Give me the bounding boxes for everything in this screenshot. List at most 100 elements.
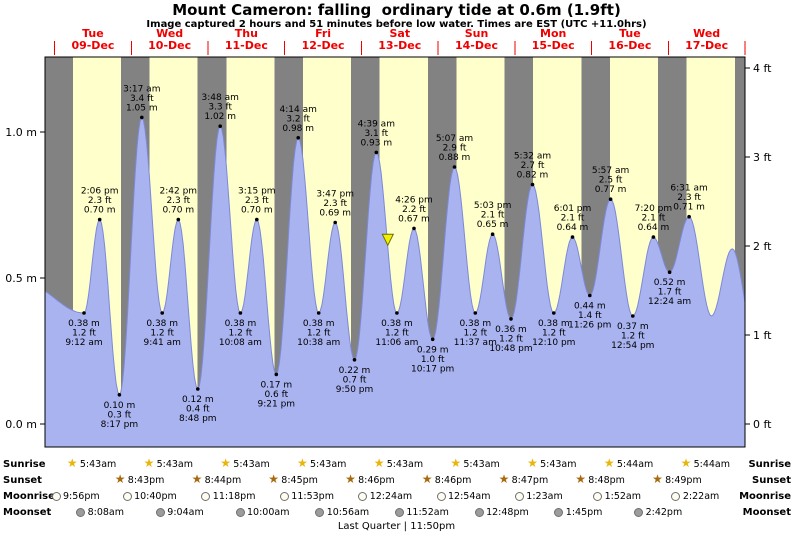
sunrise-label-right: Sunrise [748,459,791,470]
day-label-weekday: Fri [315,27,331,40]
tide-extreme-label: 10:08 am [219,338,262,348]
moonset-circle-icon [394,508,404,517]
left-axis-label: 0.5 m [5,272,37,285]
moonrise-circle-icon [671,492,681,501]
low-tide-dot [117,393,122,397]
moonrise-circle-icon [122,492,132,501]
right-axis-label: 2 ft [753,240,772,253]
high-tide-dot [687,214,691,219]
sunset-label-left: Sunset [3,475,42,486]
sunrise-star-icon: ★ [603,456,615,470]
moonset-label-right: Moonset [742,507,791,518]
moonrise-time: 11:18pm [212,491,256,502]
tide-extreme-label: 3.4 ft [130,94,154,104]
moonset-time: 9:04am [167,507,204,518]
tide-extreme-label: 1.2 ft [72,329,96,339]
tide-extreme-label: 0.70 m [241,206,273,216]
tide-extreme-label: 0.44 m [574,302,606,312]
tide-extreme-label: 0.12 m [182,395,214,405]
tide-extreme-label: 5:03 pm [474,201,512,211]
high-tide-dot [254,217,259,222]
sunrise-row: Sunrise Sunrise ★ 5:43am ★ 5:43am ★ 5:43am ★ 5:43… [0,456,793,472]
plot-border [44,56,746,448]
sunrise-time: 5:43am [463,459,500,470]
sunrise-label-left: Sunrise [3,459,46,470]
moonrise-circle-icon [593,492,603,501]
tide-extreme-label: 0.64 m [638,223,670,233]
tide-extreme-label: 12:10 pm [532,338,575,348]
day-label-date: 13-Dec [378,39,421,52]
tide-extreme-label: 0.64 m [557,223,589,233]
tide-extreme-label: 9:41 am [144,338,181,348]
day-label-date: 10-Dec [148,39,191,52]
day-label-weekday: Tue [82,27,104,40]
right-axis-label: 4 ft [753,62,772,75]
moonrise-time: 1:23am [526,491,563,502]
sunrise-time: 5:44am [693,459,731,470]
moonrise-circle-icon [51,492,61,501]
tide-extreme-label: 2.3 ft [88,196,112,206]
tide-extreme-label: 2.3 ft [677,193,701,203]
sunrise-star-icon: ★ [450,456,462,470]
moonrise-label-right: Moonrise [739,491,791,502]
tide-extreme-label: 2.1 ft [561,214,585,224]
sunrise-star-icon: ★ [143,456,155,470]
moonrise-label-left: Moonrise [3,491,55,502]
sunrise-time: 5:43am [310,459,347,470]
low-tide-dot [473,311,478,315]
tide-extreme-label: 0.65 m [477,220,509,230]
tide-extreme-label: 3:17 am [123,84,160,94]
tide-extreme-label: 0.38 m [538,319,570,329]
tide-extreme-label: 3.2 ft [286,114,310,124]
day-label-date: 11-Dec [225,39,268,52]
tide-extreme-label: 5:07 am [436,134,473,144]
page-title: Mount Cameron: falling ordinary tide at … [172,1,621,19]
tide-extreme-label: 3.3 ft [208,103,232,113]
moonset-time: 2:42pm [645,507,683,518]
tide-extreme-label: 0.10 m [104,401,136,411]
day-label-weekday: Wed [693,27,720,40]
tide-extreme-label: 0.29 m [417,345,449,355]
moonset-label-left: Moonset [3,507,52,518]
sunset-time: 8:49pm [665,475,702,486]
tide-extreme-label: 9:12 am [65,338,102,348]
tide-extreme-label: 0.67 m [398,214,430,224]
tide-extreme-label: 1.2 ft [150,329,174,339]
tide-extreme-label: 0.70 m [162,206,194,216]
tide-extreme-label: 0.93 m [360,138,392,148]
sunrise-star-icon: ★ [297,456,308,470]
tide-extreme-label: 10:17 pm [411,364,454,374]
high-tide-dot [374,150,379,155]
tide-extreme-label: 0.38 m [381,319,413,329]
moonset-time: 10:56am [326,507,370,518]
day-label-date: 17-Dec [685,39,728,52]
tide-extreme-label: 5:57 am [592,166,629,176]
high-tide-dot [608,197,613,201]
tide-extreme-label: 2.3 ft [245,196,269,206]
tide-extreme-label: 0.38 m [68,319,100,329]
sunrise-star-icon: ★ [527,456,538,470]
sunrise-star-icon: ★ [373,456,385,470]
tide-extreme-label: 1.2 ft [229,329,253,339]
sunset-star-icon: ★ [114,472,126,486]
tide-extreme-label: 3.1 ft [364,129,388,139]
moonrise-time: 9:56pm [63,491,100,502]
left-axis-label: 0.0 m [5,418,37,431]
tide-extreme-label: 1.02 m [204,112,236,122]
low-tide-dot [631,314,635,318]
sunset-star-icon: ★ [498,472,510,486]
day-label-date: 15-Dec [532,39,575,52]
tide-extreme-label: 2.5 ft [599,176,623,186]
tide-extreme-label: 3:48 am [202,93,239,103]
moonset-time: 10:00am [247,507,290,518]
tide-extreme-label: 1.2 ft [463,329,487,339]
tide-extreme-label: 12:54 pm [611,341,654,351]
sunset-time: 8:45pm [281,475,318,486]
right-axis-label: 3 ft [753,151,772,164]
low-tide-dot [316,311,321,315]
tide-extreme-label: 0.38 m [225,319,257,329]
tide-extreme-label: 11:06 am [375,338,418,348]
moonset-time: 1:45pm [565,507,603,518]
moonset-time: 8:08am [87,507,125,518]
tide-extreme-label: 1.2 ft [499,334,523,344]
